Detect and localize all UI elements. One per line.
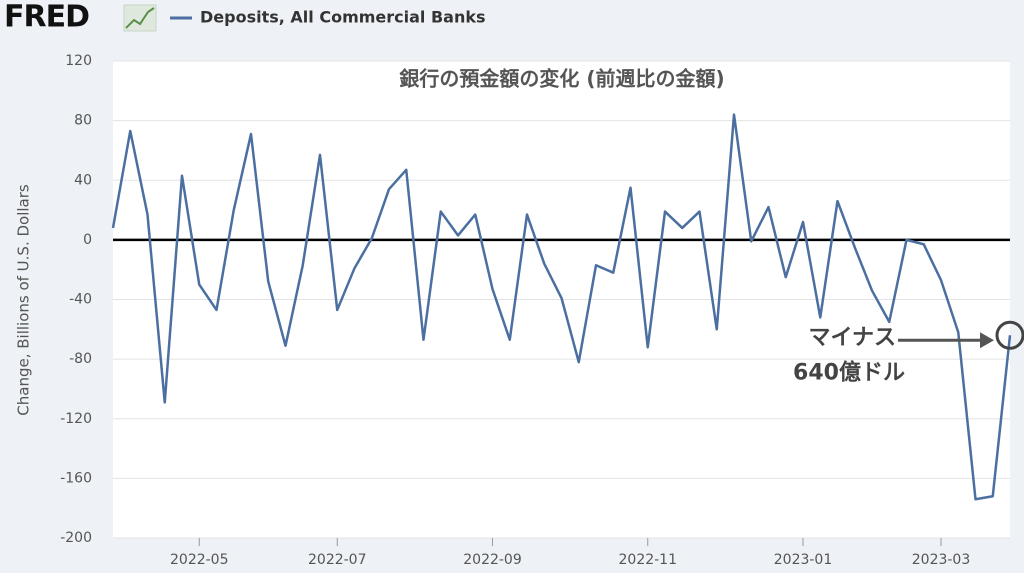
y-tick-label: -160 xyxy=(60,470,92,486)
y-tick-label: 80 xyxy=(74,113,92,129)
logo-icon xyxy=(123,4,157,32)
y-tick-label: -80 xyxy=(69,351,92,367)
x-tick-label: 2022-07 xyxy=(308,552,367,568)
annotation-text: 640億ドル xyxy=(793,359,905,385)
x-tick-label: 2022-09 xyxy=(463,552,522,568)
legend-label: Deposits, All Commercial Banks xyxy=(200,8,486,27)
y-tick-label: 40 xyxy=(74,172,92,188)
data-line xyxy=(111,113,1012,501)
annotation-text: マイナス xyxy=(808,325,896,350)
y-tick-label: -40 xyxy=(69,292,92,308)
x-tick-label: 2023-01 xyxy=(774,552,833,568)
x-tick-label: 2023-03 xyxy=(912,552,971,568)
highlight-circle xyxy=(995,320,1024,350)
y-axis-label: Change, Billions of U.S. Dollars xyxy=(15,184,33,416)
annotation-arrowhead xyxy=(980,332,994,349)
x-tick-label: 2022-05 xyxy=(170,552,229,568)
logo: FRED xyxy=(4,0,89,35)
chart-title: 銀行の預金額の変化 (前週比の金額) xyxy=(399,67,724,91)
y-tick-label: -120 xyxy=(60,411,92,427)
x-tick-label: 2022-11 xyxy=(619,552,678,568)
y-tick-label: 120 xyxy=(65,53,92,69)
y-tick-label: -200 xyxy=(60,530,92,546)
y-tick-label: 0 xyxy=(83,232,92,248)
